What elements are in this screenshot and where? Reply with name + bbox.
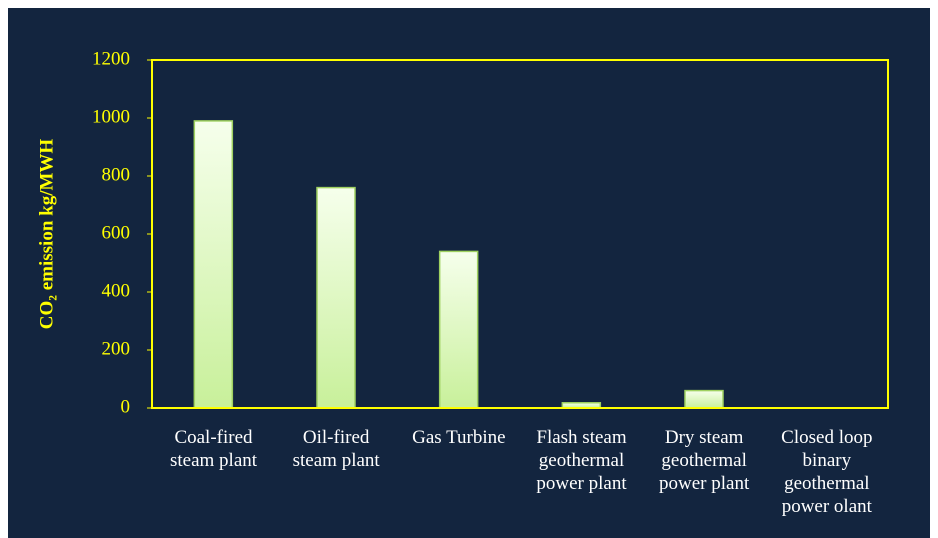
x-tick-label: Gas Turbine [412,427,506,448]
bar [684,389,724,409]
x-tick-label: Coal-fired steam plant [169,427,258,471]
x-tick-label: Closed loop binary geothermal power olan… [781,427,873,517]
y-tick-label: 1200 [92,48,130,69]
y-axis-label: CO₂ emission kg/MWH [36,139,57,330]
y-tick-label: 1000 [92,106,130,127]
bar [438,250,479,409]
x-tick-label: Flash steam geothermal power plant [536,427,627,494]
y-tick-label: 800 [102,164,131,185]
plot-frame [151,59,889,409]
bar [316,186,356,409]
y-tick-label: 200 [102,338,131,359]
x-tick-label: Dry steam geothermal power plant [659,427,750,494]
y-tick-label: 400 [102,280,131,301]
bar [193,120,234,409]
x-tick-label: Oil-fired steam plant [292,427,380,471]
y-tick-label: 0 [121,396,131,417]
y-tick-label: 600 [102,222,131,243]
